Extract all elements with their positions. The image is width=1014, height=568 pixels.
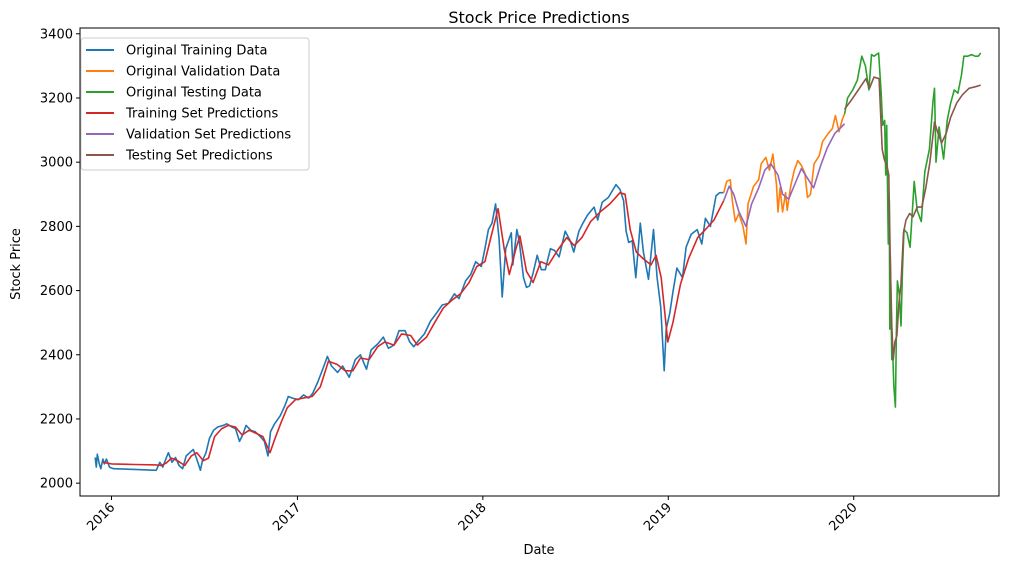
chart-title: Stock Price Predictions xyxy=(448,8,629,27)
y-tick-label-4: 2800 xyxy=(40,220,73,235)
legend: Original Training Data Original Validatio… xyxy=(80,37,310,171)
y-axis-label: Stock Price xyxy=(9,228,24,300)
legend-label-0: Original Training Data xyxy=(126,44,267,59)
legend-label-4: Validation Set Predictions xyxy=(126,128,291,143)
series-line-3 xyxy=(102,191,725,467)
series-line-1 xyxy=(722,113,846,245)
x-axis-label: Date xyxy=(523,543,554,558)
plot-frame xyxy=(79,27,1000,497)
legend-label-1: Original Validation Data xyxy=(126,65,280,80)
y-tick-label-0: 2000 xyxy=(40,477,73,492)
legend-box xyxy=(80,37,310,171)
series-line-5 xyxy=(843,76,981,361)
y-tick-label-7: 3400 xyxy=(40,27,73,42)
y-tick-label-6: 3200 xyxy=(40,91,73,106)
series-layer xyxy=(94,52,982,472)
series-line-2 xyxy=(843,52,982,408)
legend-label-5: Testing Set Predictions xyxy=(125,149,273,164)
y-tick-label-2: 2400 xyxy=(40,348,73,363)
y-tick-label-5: 3000 xyxy=(40,156,73,171)
legend-label-3: Training Set Predictions xyxy=(125,107,278,122)
series-line-4 xyxy=(722,123,846,228)
y-tick-label-3: 2600 xyxy=(40,284,73,299)
y-axis: 2000 2200 2400 2600 2800 3000 3200 3400 xyxy=(40,27,80,492)
y-tick-label-1: 2200 xyxy=(40,412,73,427)
legend-label-2: Original Testing Data xyxy=(126,86,262,101)
